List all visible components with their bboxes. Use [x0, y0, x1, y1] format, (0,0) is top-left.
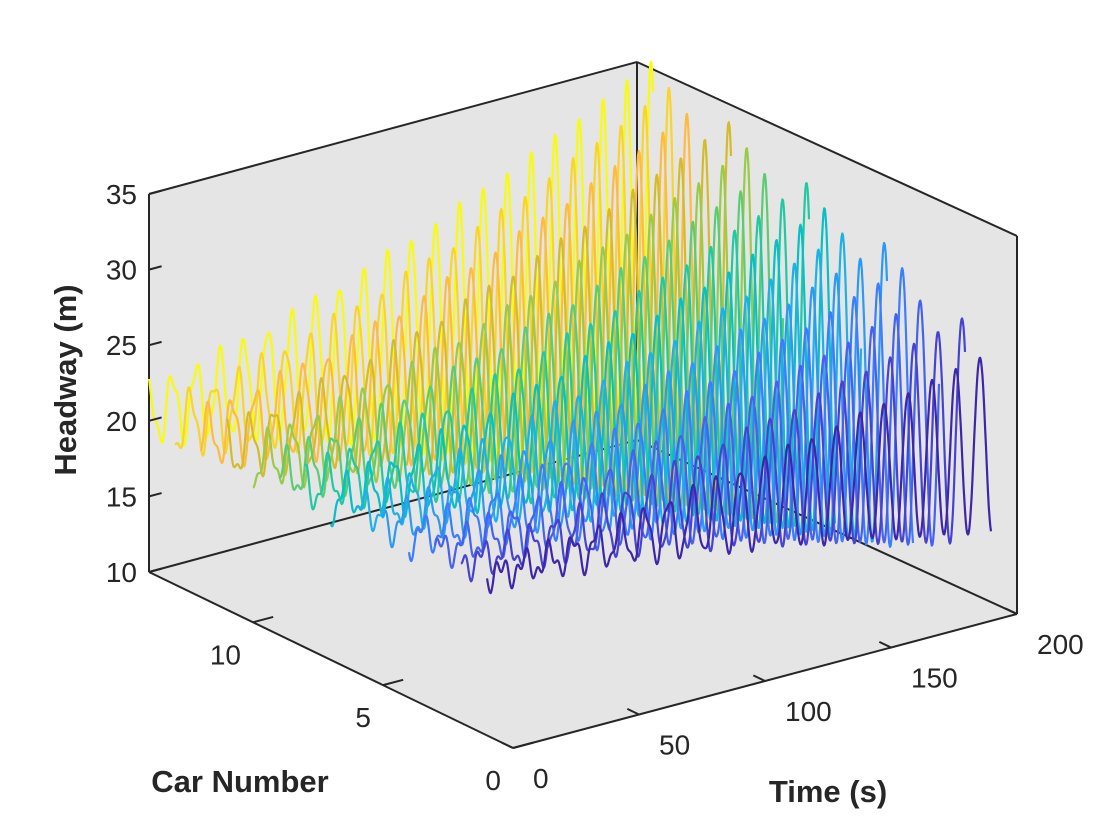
- y-axis-line: [148, 571, 514, 749]
- y-axis-label: Car Number: [151, 764, 328, 799]
- series-layer: [147, 60, 993, 595]
- y-tick-mark: [382, 678, 404, 687]
- z-tick-label: 15: [106, 481, 137, 512]
- z-tick-label: 25: [106, 330, 137, 361]
- z-tick-mark: [148, 265, 162, 271]
- x-tick-label: 150: [911, 663, 958, 694]
- y-tick-mark: [252, 615, 274, 624]
- z-tick-label: 10: [106, 557, 137, 588]
- series-line-car-7: [329, 207, 837, 532]
- z-tick-mark: [148, 189, 162, 195]
- x-tick-label: 200: [1037, 629, 1084, 660]
- series-line-car-13: [174, 86, 681, 499]
- ticks-layer: 0 50 100 150 200 0 5 10 10 15 20 25 30 35: [106, 179, 1084, 796]
- y-tick-mark: [512, 741, 534, 749]
- box-edge: [636, 61, 1018, 237]
- x-tick-mark: [1004, 607, 1018, 615]
- x-tick-label: 100: [785, 696, 832, 727]
- x-tick-mark: [878, 640, 892, 649]
- x-tick-mark: [752, 674, 766, 682]
- z-tick-mark: [148, 492, 162, 498]
- box-edge: [148, 61, 638, 195]
- x-tick-label: 50: [659, 730, 690, 761]
- z-tick-mark: [148, 340, 162, 347]
- series-line-car-4: [407, 267, 915, 563]
- x-tick-label: 0: [533, 763, 549, 794]
- z-tick-label: 30: [106, 255, 137, 286]
- z-tick-mark: [148, 567, 162, 573]
- x-axis-label: Time (s): [769, 774, 887, 809]
- y-tick-label: 0: [485, 765, 501, 796]
- z-tick-label: 35: [106, 179, 137, 210]
- series-line-car-10: [252, 147, 759, 516]
- x-tick-mark: [626, 707, 640, 716]
- z-tick-label: 20: [106, 406, 137, 437]
- y-tick-label: 5: [355, 702, 371, 733]
- x-tick-mark: [500, 741, 514, 749]
- z-axis-label: Headway (m): [48, 284, 83, 475]
- y-tick-label: 10: [210, 639, 241, 670]
- series-line-car-1: [485, 356, 993, 595]
- z-tick-mark: [148, 416, 162, 422]
